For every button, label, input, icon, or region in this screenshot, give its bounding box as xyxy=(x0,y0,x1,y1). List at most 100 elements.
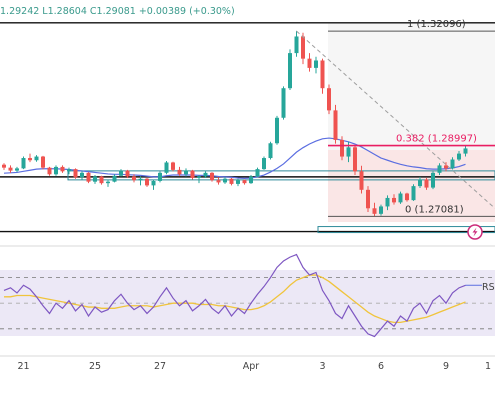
candle-body xyxy=(320,60,325,89)
candle-body xyxy=(398,193,403,203)
candle[interactable] xyxy=(34,155,39,162)
candle[interactable] xyxy=(229,177,234,186)
candle[interactable] xyxy=(301,32,305,65)
candle[interactable] xyxy=(333,104,338,144)
candle[interactable] xyxy=(216,177,221,185)
candle-body xyxy=(67,169,71,172)
candle[interactable] xyxy=(106,180,110,187)
candle[interactable] xyxy=(2,163,6,170)
candle[interactable] xyxy=(463,145,468,157)
candle[interactable] xyxy=(372,202,377,217)
candle[interactable] xyxy=(307,53,312,72)
candle[interactable] xyxy=(54,165,58,176)
candle[interactable] xyxy=(99,175,104,185)
candle[interactable] xyxy=(8,165,13,173)
candle[interactable] xyxy=(288,49,292,91)
candle-body xyxy=(28,158,32,161)
candle[interactable] xyxy=(151,179,156,190)
candle-body xyxy=(112,175,117,182)
candle-body xyxy=(2,164,6,168)
candle[interactable] xyxy=(138,176,143,186)
candle[interactable] xyxy=(405,192,409,202)
candle[interactable] xyxy=(171,161,175,172)
candle[interactable] xyxy=(353,145,357,176)
lightning-icon[interactable] xyxy=(467,224,483,240)
candle[interactable] xyxy=(418,176,422,188)
candle[interactable] xyxy=(164,160,169,175)
candle[interactable] xyxy=(67,167,71,175)
x-tick-label: 9 xyxy=(443,361,449,372)
candle-body xyxy=(8,167,13,171)
candle[interactable] xyxy=(236,178,240,187)
candle[interactable] xyxy=(197,175,201,184)
candle[interactable] xyxy=(132,174,136,183)
candle[interactable] xyxy=(314,56,318,74)
candle[interactable] xyxy=(93,175,97,184)
x-tick-label: 1 xyxy=(485,361,491,372)
candle-body xyxy=(171,162,175,170)
candle-body xyxy=(379,206,383,214)
candle[interactable] xyxy=(294,30,299,57)
candle[interactable] xyxy=(411,184,416,201)
candle[interactable] xyxy=(73,168,78,179)
candle-body xyxy=(236,180,240,184)
candle[interactable] xyxy=(366,186,370,212)
candle[interactable] xyxy=(398,191,403,204)
candle[interactable] xyxy=(112,174,117,183)
candle[interactable] xyxy=(190,169,195,180)
candle[interactable] xyxy=(158,171,162,183)
candle-body xyxy=(268,143,273,159)
candle[interactable] xyxy=(60,165,65,173)
candle[interactable] xyxy=(249,175,253,184)
candle[interactable] xyxy=(255,167,260,178)
candle-body xyxy=(392,197,396,203)
candle[interactable] xyxy=(385,195,390,211)
candle[interactable] xyxy=(41,155,45,170)
fib-trend-line xyxy=(296,30,495,209)
candle[interactable] xyxy=(275,115,279,145)
candle[interactable] xyxy=(437,163,442,176)
candle[interactable] xyxy=(184,168,188,177)
candle-body xyxy=(340,139,344,157)
candle[interactable] xyxy=(28,153,32,163)
candle-body xyxy=(450,159,455,169)
candle[interactable] xyxy=(80,170,84,180)
candle[interactable] xyxy=(119,169,123,177)
candle[interactable] xyxy=(262,156,266,170)
candle-body xyxy=(203,172,208,177)
candle[interactable] xyxy=(320,58,325,94)
x-tick-label: 3 xyxy=(319,361,325,372)
candle[interactable] xyxy=(379,204,383,216)
candle[interactable] xyxy=(444,162,448,172)
candle[interactable] xyxy=(86,172,91,184)
candle[interactable] xyxy=(177,166,182,176)
candle-body xyxy=(60,166,65,172)
candle[interactable] xyxy=(242,179,247,185)
candle[interactable] xyxy=(431,171,435,190)
candle[interactable] xyxy=(268,141,273,160)
candle-body xyxy=(463,148,468,154)
candle[interactable] xyxy=(125,169,130,178)
candle[interactable] xyxy=(210,172,214,182)
candle[interactable] xyxy=(203,171,208,178)
candle[interactable] xyxy=(145,177,149,187)
candle[interactable] xyxy=(340,136,344,161)
candle-body xyxy=(210,172,214,181)
candle[interactable] xyxy=(281,86,286,120)
candle-body xyxy=(99,176,104,184)
candle[interactable] xyxy=(223,177,227,184)
candle[interactable] xyxy=(457,151,461,161)
candle-body xyxy=(164,162,169,173)
candle[interactable] xyxy=(15,166,19,173)
candle[interactable] xyxy=(21,156,26,170)
candle[interactable] xyxy=(47,166,52,176)
candle-body xyxy=(73,169,78,178)
candle[interactable] xyxy=(392,194,396,205)
x-tick-label: 25 xyxy=(89,361,101,372)
candle[interactable] xyxy=(424,177,429,190)
candle[interactable] xyxy=(327,84,331,115)
candle-body xyxy=(262,158,266,170)
candle[interactable] xyxy=(450,157,455,170)
candle[interactable] xyxy=(359,165,364,194)
